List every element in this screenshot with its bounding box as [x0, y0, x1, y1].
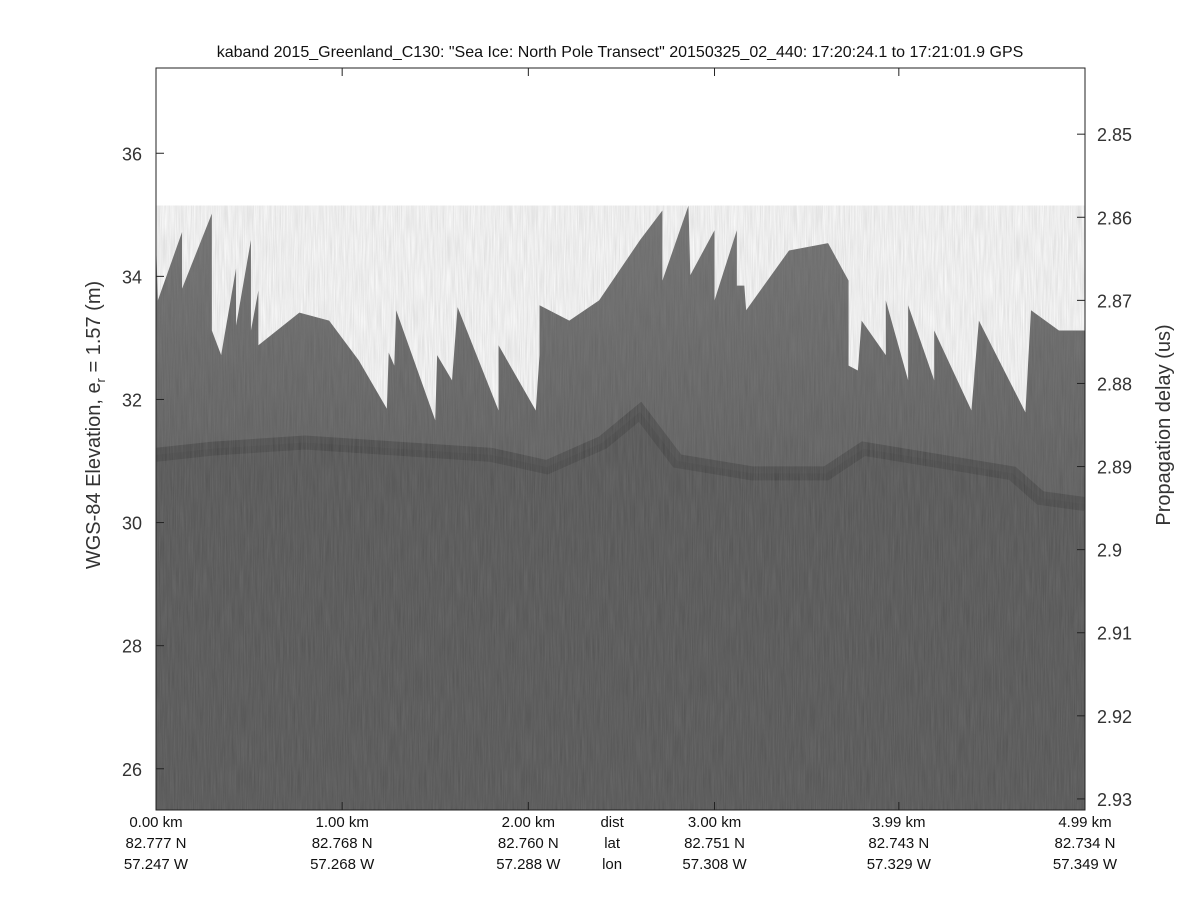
y2-tick-label: 2.89: [1097, 458, 1132, 478]
x-tick-label-lat: 82.768 N: [312, 835, 373, 852]
x-tick-label-lat: 82.743 N: [868, 835, 929, 852]
chart-title: kaband 2015_Greenland_C130: "Sea Ice: No…: [217, 44, 1024, 61]
y-tick-label: 34: [122, 267, 142, 287]
x-row-label-lat: lat: [604, 835, 621, 852]
plot-frame: [155, 67, 1086, 811]
y-tick-label: 32: [122, 390, 142, 410]
y-axis-label-main: WGS-84 Elevation, e: [83, 382, 105, 569]
x-tick-label-lon: 57.349 W: [1053, 856, 1118, 873]
x-tick-label-dist: 1.00 km: [315, 814, 368, 831]
speckle-texture: [156, 205, 1085, 810]
x-tick-label-lon: 57.308 W: [682, 856, 747, 873]
y-axis-label-sub: r: [93, 377, 108, 382]
y2-tick-label: 2.87: [1097, 291, 1132, 311]
x-tick-label-dist: 3.00 km: [688, 814, 741, 831]
y-axis-label: WGS-84 Elevation, er = 1.57 (m): [83, 281, 108, 569]
x-tick-label-lon: 57.288 W: [496, 856, 561, 873]
y2-tick-label: 2.9: [1097, 541, 1122, 561]
y2-tick-label: 2.93: [1097, 790, 1132, 810]
x-tick-label-dist: 4.99 km: [1058, 814, 1111, 831]
y-tick-label: 30: [122, 514, 142, 534]
x-tick-label-lat: 82.734 N: [1055, 835, 1116, 852]
x-row-label-lon: lon: [602, 856, 622, 873]
y2-tick-label: 2.88: [1097, 374, 1132, 394]
x-tick-label-lat: 82.777 N: [126, 835, 187, 852]
y2-tick-label: 2.92: [1097, 707, 1132, 727]
x-tick-label-dist: 3.99 km: [872, 814, 925, 831]
x-tick-label-dist: 0.00 km: [129, 814, 182, 831]
x-tick-label-lat: 82.760 N: [498, 835, 559, 852]
x-row-label-dist: dist: [600, 814, 624, 831]
plot-area: [156, 68, 1085, 810]
y-axis-label-tail: = 1.57 (m): [83, 281, 105, 378]
y2-tick-label: 2.85: [1097, 125, 1132, 145]
y2-tick-label: 2.86: [1097, 208, 1132, 228]
x-tick-label-lat: 82.751 N: [684, 835, 745, 852]
y-tick-label: 26: [122, 760, 142, 780]
y-tick-label: 28: [122, 637, 142, 657]
y2-axis-label: Propagation delay (us): [1153, 324, 1175, 525]
x-tick-label-lon: 57.247 W: [124, 856, 189, 873]
y-tick-label: 36: [122, 144, 142, 164]
x-tick-label-lon: 57.268 W: [310, 856, 375, 873]
x-tick-label-dist: 2.00 km: [502, 814, 555, 831]
x-tick-label-lon: 57.329 W: [867, 856, 932, 873]
y2-tick-label: 2.91: [1097, 624, 1132, 644]
